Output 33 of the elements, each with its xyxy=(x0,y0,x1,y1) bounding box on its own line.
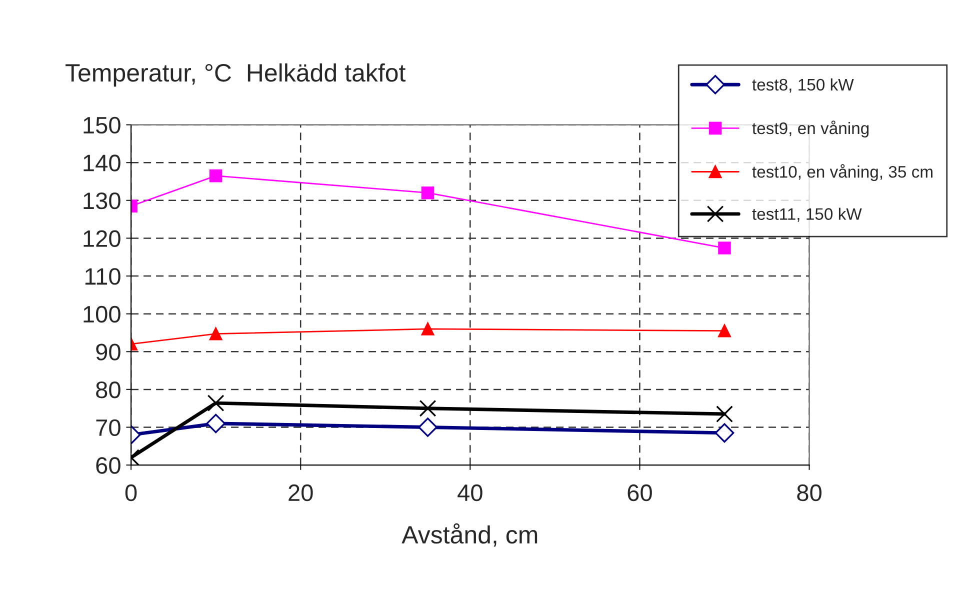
point xyxy=(714,423,734,443)
x-tick-label: 0 xyxy=(125,484,137,502)
point xyxy=(421,322,434,336)
legend-label: test11, 150 kW xyxy=(752,208,862,222)
x-tick-label: 40 xyxy=(458,484,482,502)
y-tick-label: 80 xyxy=(96,382,120,398)
y-tick-label: 120 xyxy=(84,230,120,247)
y-tick-label: 90 xyxy=(96,344,120,360)
chart-title: Temperatur, °C Helkädd takfot xyxy=(66,63,406,87)
point xyxy=(206,414,226,434)
point xyxy=(209,327,222,340)
point xyxy=(716,406,733,422)
point xyxy=(419,400,436,417)
point xyxy=(418,418,438,437)
point xyxy=(207,394,224,412)
y-tick-label: 140 xyxy=(84,154,120,172)
x-tick-label: 20 xyxy=(288,484,313,502)
point xyxy=(718,324,731,338)
legend-label: test9, en våning xyxy=(752,120,869,138)
x-tick-label: 60 xyxy=(628,484,652,502)
y-tick-label: 150 xyxy=(84,116,120,134)
point xyxy=(209,169,222,182)
y-tick-label: 130 xyxy=(84,192,120,210)
y-tick-label: 70 xyxy=(96,419,120,436)
y-tick-label: 100 xyxy=(84,306,120,323)
y-tick-label: 60 xyxy=(96,457,120,474)
point xyxy=(718,242,731,254)
x-tick-label: 80 xyxy=(797,484,822,502)
y-tick-label: 110 xyxy=(85,268,120,285)
legend-label: test8, 150 kW xyxy=(752,78,854,93)
x-axis-title: Avstånd, cm xyxy=(402,523,538,547)
point xyxy=(421,186,434,200)
legend-label: test10, en våning, 35 cm xyxy=(752,164,932,182)
